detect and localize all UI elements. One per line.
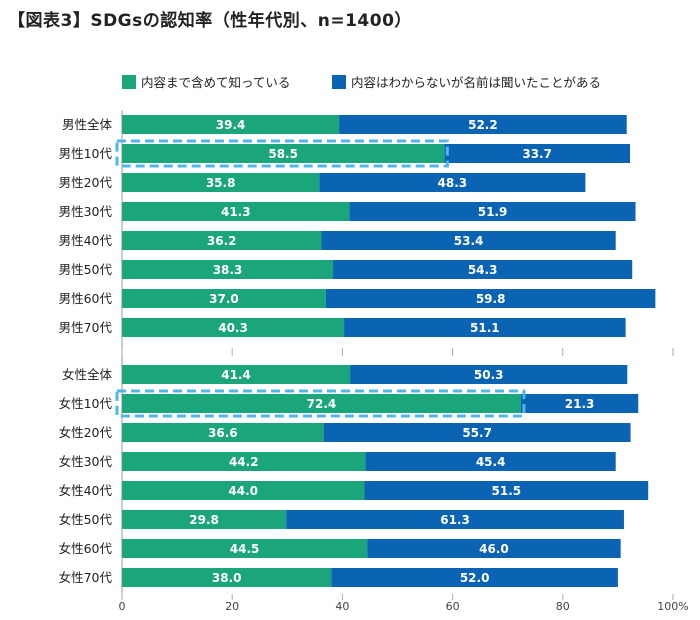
data-label-女性60代-series-1: 44.5 (230, 542, 260, 556)
bar-男性50代-series-2 (333, 260, 633, 279)
category-label-男性60代: 男性60代 (59, 291, 113, 306)
x-tick-label-4: 80 (556, 600, 570, 613)
data-label-男性全体-series-1: 39.4 (216, 118, 246, 132)
data-label-男性30代-series-2: 51.9 (478, 205, 508, 219)
category-label-女性10代: 女性10代 (59, 396, 113, 411)
category-label-男性10代: 男性10代 (59, 146, 113, 161)
category-label-女性20代: 女性20代 (59, 425, 113, 440)
bar-男性50代-series-1 (122, 260, 334, 279)
data-label-女性50代-series-1: 29.8 (189, 513, 219, 527)
bar-男性全体-series-1 (122, 115, 340, 134)
bar-男性全体-series-2 (339, 115, 627, 134)
data-label-女性40代-series-2: 51.5 (492, 484, 522, 498)
legend-label-2: 内容はわからないが名前は聞いたことがある (351, 75, 601, 90)
bar-女性30代-series-1 (122, 452, 366, 471)
data-label-男性70代-series-2: 51.1 (470, 321, 500, 335)
bar-男性30代-series-2 (349, 202, 636, 221)
category-label-女性全体: 女性全体 (62, 367, 113, 382)
bar-女性50代-series-2 (286, 510, 624, 529)
bar-女性50代-series-1 (122, 510, 287, 529)
x-tick-label-5: 100% (657, 600, 688, 613)
data-label-女性10代-series-1: 72.4 (307, 397, 337, 411)
data-label-男性10代-series-2: 33.7 (522, 147, 552, 161)
data-label-男性70代-series-1: 40.3 (218, 321, 248, 335)
bar-女性全体-series-2 (350, 365, 628, 384)
bar-男性60代-series-2 (325, 289, 656, 308)
x-tick-label-2: 40 (335, 600, 349, 613)
category-label-女性50代: 女性50代 (59, 512, 113, 527)
data-label-男性60代-series-2: 59.8 (476, 292, 506, 306)
data-label-女性60代-series-2: 46.0 (479, 542, 509, 556)
data-label-女性30代-series-1: 44.2 (229, 455, 259, 469)
data-label-女性10代-series-2: 21.3 (565, 397, 595, 411)
bar-男性20代-series-2 (319, 173, 586, 192)
bar-女性30代-series-2 (365, 452, 616, 471)
highlight-frame-男性10代 (115, 139, 449, 168)
bar-女性20代-series-1 (122, 423, 324, 442)
bar-女性10代-series-2 (520, 394, 639, 413)
bar-女性60代-series-1 (122, 539, 368, 558)
highlight-frame-女性10代 (115, 389, 526, 418)
category-label-男性50代: 男性50代 (59, 262, 113, 277)
data-label-女性全体-series-2: 50.3 (474, 368, 504, 382)
bar-男性70代-series-2 (344, 318, 626, 337)
data-label-男性30代-series-1: 41.3 (221, 205, 251, 219)
bar-男性60代-series-1 (122, 289, 326, 308)
bar-男性70代-series-1 (122, 318, 345, 337)
data-label-男性10代-series-1: 58.5 (268, 147, 298, 161)
bar-女性60代-series-2 (367, 539, 621, 558)
bar-男性40代-series-2 (321, 231, 616, 250)
data-label-女性30代-series-2: 45.4 (476, 455, 506, 469)
data-label-女性70代-series-2: 52.0 (460, 571, 490, 585)
category-label-女性70代: 女性70代 (59, 570, 113, 585)
category-label-女性60代: 女性60代 (59, 541, 113, 556)
data-label-男性50代-series-2: 54.3 (468, 263, 498, 277)
data-label-男性40代-series-2: 53.4 (454, 234, 484, 248)
bar-男性10代-series-1 (122, 144, 445, 163)
category-label-男性20代: 男性20代 (59, 175, 113, 190)
chart-title: 【図表3】SDGsの認知率（性年代別、n=1400） (8, 11, 412, 31)
data-label-女性全体-series-1: 41.4 (221, 368, 251, 382)
data-label-男性40代-series-1: 36.2 (207, 234, 237, 248)
legend-label-1: 内容まで含めて知っている (141, 75, 290, 90)
bar-女性40代-series-2 (364, 481, 649, 500)
data-label-女性50代-series-2: 61.3 (440, 513, 470, 527)
bar-男性10代-series-2 (444, 144, 631, 163)
data-label-女性20代-series-1: 36.6 (208, 426, 238, 440)
category-label-男性30代: 男性30代 (59, 204, 113, 219)
category-label-女性30代: 女性30代 (59, 454, 113, 469)
x-tick-label-1: 20 (225, 600, 239, 613)
bar-女性70代-series-1 (122, 568, 332, 587)
data-label-男性20代-series-1: 35.8 (206, 176, 236, 190)
data-label-男性60代-series-1: 37.0 (209, 292, 239, 306)
category-label-男性40代: 男性40代 (59, 233, 113, 248)
bar-男性20代-series-1 (122, 173, 320, 192)
bar-女性10代-series-1 (122, 394, 521, 413)
data-label-男性50代-series-1: 38.3 (213, 263, 243, 277)
x-tick-label-3: 60 (446, 600, 460, 613)
data-label-女性20代-series-2: 55.7 (462, 426, 492, 440)
legend-swatch-1 (122, 75, 136, 89)
bar-男性40代-series-1 (122, 231, 322, 250)
category-label-男性70代: 男性70代 (59, 320, 113, 335)
category-label-女性40代: 女性40代 (59, 483, 113, 498)
data-label-男性全体-series-2: 52.2 (468, 118, 498, 132)
category-label-男性全体: 男性全体 (62, 117, 113, 132)
data-label-女性40代-series-1: 44.0 (228, 484, 258, 498)
bar-女性70代-series-2 (331, 568, 618, 587)
data-label-女性70代-series-1: 38.0 (212, 571, 242, 585)
bar-女性40代-series-1 (122, 481, 365, 500)
legend-swatch-2 (332, 75, 346, 89)
data-label-男性20代-series-2: 48.3 (438, 176, 468, 190)
x-tick-label-0: 0 (119, 600, 126, 613)
bar-女性全体-series-1 (122, 365, 351, 384)
bar-女性20代-series-2 (323, 423, 631, 442)
bar-男性30代-series-1 (122, 202, 350, 221)
